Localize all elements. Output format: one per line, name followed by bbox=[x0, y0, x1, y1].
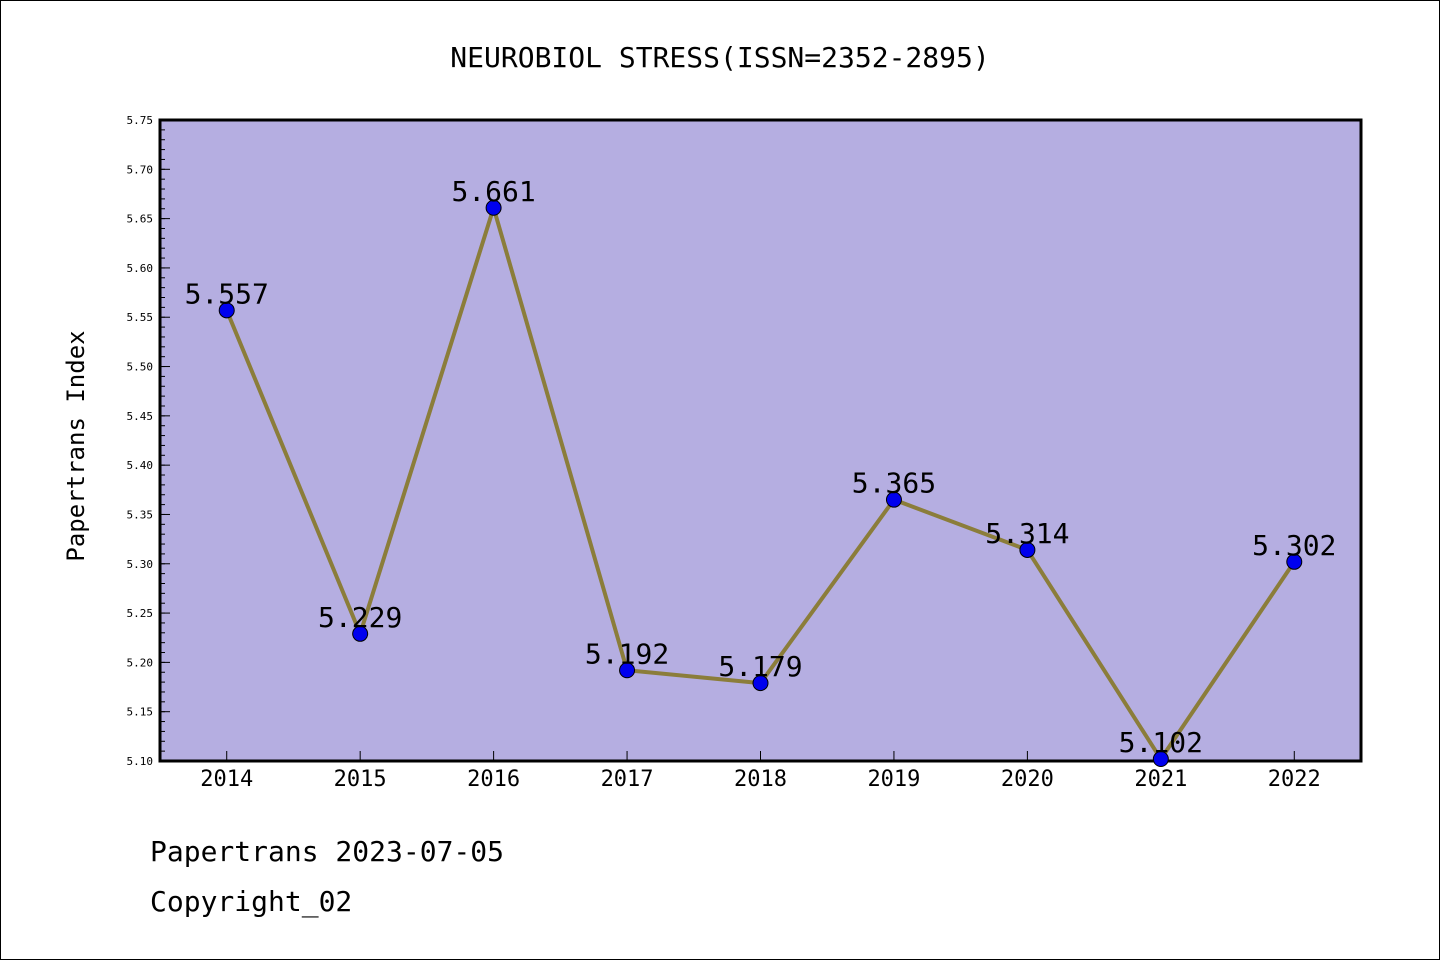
x-tick-label: 2018 bbox=[734, 767, 787, 792]
x-tick-label: 2021 bbox=[1134, 767, 1187, 792]
x-axis: 2014 2015 2016 2017 2018 2019 2020 2021 2022 bbox=[200, 751, 1321, 792]
data-markers bbox=[218, 199, 1303, 768]
data-point bbox=[1152, 751, 1169, 768]
data-point bbox=[752, 675, 769, 692]
y-tick-label: 5.55 bbox=[127, 311, 154, 324]
data-label: 5.314 bbox=[985, 517, 1069, 550]
plot-area bbox=[158, 118, 1363, 763]
y-tick-label: 5.15 bbox=[127, 706, 154, 719]
data-label: 5.661 bbox=[451, 175, 535, 208]
footer-copyright: Copyright_02 bbox=[150, 885, 353, 918]
x-tick-label: 2014 bbox=[200, 767, 253, 792]
data-label: 5.192 bbox=[585, 637, 669, 670]
x-tick-label: 2019 bbox=[867, 767, 920, 792]
data-point bbox=[485, 199, 502, 216]
y-tick-label: 5.60 bbox=[127, 262, 154, 275]
data-point bbox=[619, 662, 636, 679]
x-tick-label: 2022 bbox=[1268, 767, 1321, 792]
data-label: 5.302 bbox=[1252, 529, 1336, 562]
x-tick-label: 2015 bbox=[334, 767, 387, 792]
y-tick-label: 5.50 bbox=[127, 361, 154, 374]
y-tick-label: 5.20 bbox=[127, 656, 154, 669]
y-tick-label: 5.25 bbox=[127, 607, 154, 620]
y-axis-label: Papertrans Index bbox=[62, 330, 90, 561]
x-tick-label: 2020 bbox=[1001, 767, 1054, 792]
data-label: 5.179 bbox=[718, 650, 802, 683]
data-labels: 5.557 5.229 5.661 5.192 5.179 5.365 5.314 5.102… bbox=[185, 175, 1337, 759]
data-label: 5.102 bbox=[1119, 726, 1203, 759]
y-tick-label: 5.35 bbox=[127, 508, 154, 521]
data-label: 5.557 bbox=[185, 277, 269, 310]
data-point bbox=[1019, 541, 1036, 558]
y-tick-label: 5.75 bbox=[127, 114, 154, 127]
y-tick-label: 5.10 bbox=[127, 755, 154, 768]
data-point bbox=[885, 491, 902, 508]
y-axis: 5.10 5.15 5.20 5.25 5.30 5.35 5.40 5.45 5.50 5.55… bbox=[127, 114, 170, 768]
y-tick-label: 5.70 bbox=[127, 163, 154, 176]
data-point bbox=[352, 625, 369, 642]
y-tick-label: 5.30 bbox=[127, 558, 154, 571]
x-tick-label: 2017 bbox=[601, 767, 654, 792]
footer-date: Papertrans 2023-07-05 bbox=[150, 835, 505, 868]
y-tick-label: 5.45 bbox=[127, 410, 154, 423]
data-point bbox=[218, 302, 235, 319]
x-tick-label: 2016 bbox=[467, 767, 520, 792]
y-tick-label: 5.65 bbox=[127, 213, 154, 226]
y-tick-label: 5.40 bbox=[127, 459, 154, 472]
data-label: 5.365 bbox=[852, 467, 936, 500]
data-label: 5.229 bbox=[318, 601, 402, 634]
chart-title: NEUROBIOL STRESS(ISSN=2352-2895) bbox=[450, 41, 989, 74]
data-point bbox=[1286, 553, 1303, 570]
